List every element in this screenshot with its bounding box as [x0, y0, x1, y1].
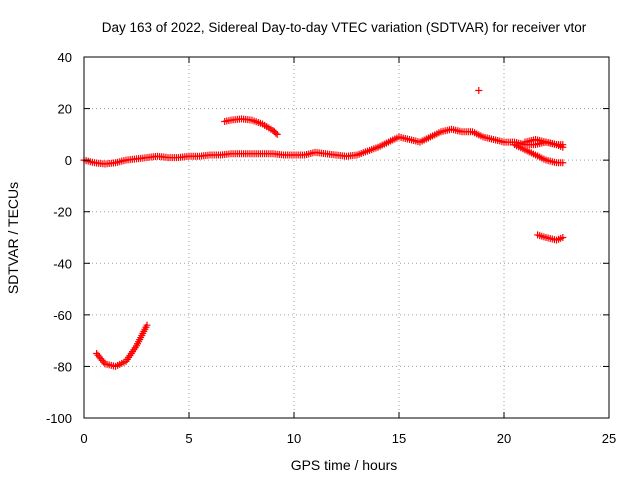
y-tick-label: -40: [53, 256, 72, 271]
y-tick-label: 20: [58, 102, 72, 117]
y-tick-label: -80: [53, 359, 72, 374]
data-point-marker: [475, 87, 483, 95]
y-tick-label: -20: [53, 205, 72, 220]
x-tick-label: 25: [602, 431, 616, 446]
data-point-marker: [559, 143, 567, 151]
y-tick-label: -60: [53, 308, 72, 323]
x-tick-label: 10: [287, 431, 301, 446]
x-tick-label: 0: [80, 431, 87, 446]
y-tick-label: -100: [46, 411, 72, 426]
chart-title: Day 163 of 2022, Sidereal Day-to-day VTE…: [102, 20, 587, 35]
x-tick-label: 15: [392, 431, 406, 446]
grid-lines: [84, 57, 609, 418]
data-point-marker: [272, 129, 280, 137]
plot-frame: [83, 56, 610, 419]
data-point-marker: [559, 159, 567, 167]
x-tick-label: 5: [185, 431, 192, 446]
y-axis-label: SDTVAR / TECUs: [5, 182, 21, 294]
data-point-marker: [143, 321, 151, 329]
y-tick-label: 40: [58, 50, 72, 65]
axis-ticks: 0 5 10 15 20 25 -100 -80 -60 -40 -20 0 20 40: [46, 50, 616, 446]
data-points: [80, 87, 567, 370]
data-point-marker: [273, 130, 281, 138]
data-point-marker: [559, 234, 567, 241]
y-tick-label: 0: [65, 153, 72, 168]
x-tick-label: 20: [497, 431, 511, 446]
x-axis-label: GPS time / hours: [291, 457, 398, 473]
